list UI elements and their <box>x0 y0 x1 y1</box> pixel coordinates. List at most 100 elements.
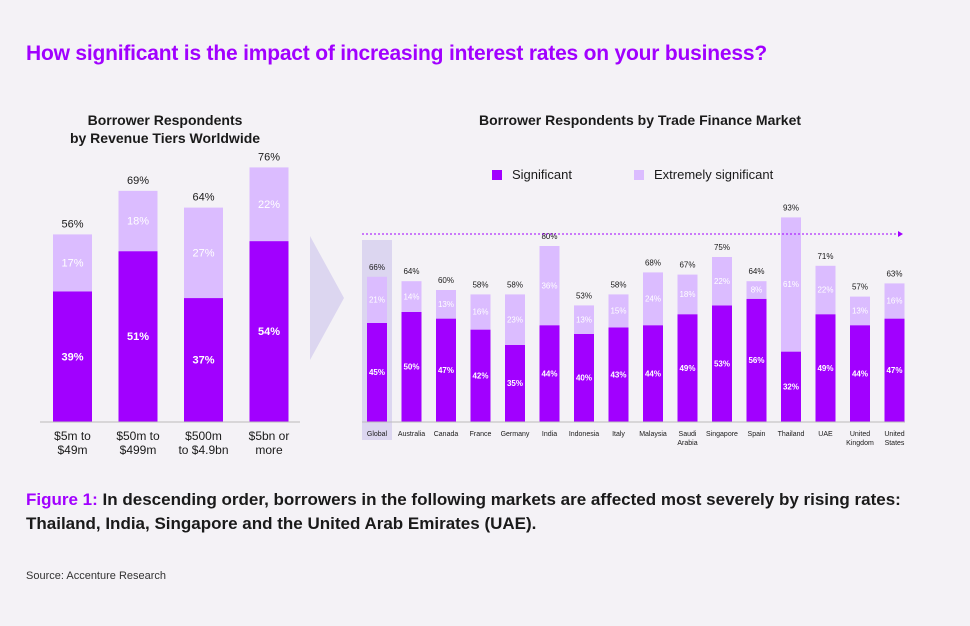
bar-extremely-significant-indonesia <box>574 305 594 334</box>
category-label-5m-to-49m-line2: $49m <box>57 443 87 457</box>
value-label-extremely-significant-united-kingdom: 13% <box>852 307 868 316</box>
bar-extremely-significant-united-states <box>884 283 905 319</box>
category-label-spain: Spain <box>748 431 766 438</box>
left-chart-title: Borrower Respondents by Revenue Tiers Wo… <box>40 111 290 147</box>
bar-significant-france <box>470 329 491 422</box>
value-label-extremely-significant-malaysia: 24% <box>645 294 661 303</box>
headline: How significant is the impact of increas… <box>26 42 767 65</box>
transition-arrow <box>310 236 344 360</box>
bar-significant-india <box>539 325 560 422</box>
value-label-significant-50m-to-499m: 51% <box>127 331 149 343</box>
value-label-extremely-significant-germany: 23% <box>507 315 523 324</box>
bar-significant-500m-to-4-9bn <box>184 298 223 422</box>
category-label-indonesia: Indonesia <box>569 431 599 438</box>
value-label-extremely-significant-5m-to-49m: 17% <box>61 258 83 270</box>
value-label-extremely-significant-uae: 22% <box>817 286 833 295</box>
total-label-indonesia: 53% <box>576 291 592 300</box>
total-label-5bn-or-more: 76% <box>258 151 280 163</box>
category-label-saudi-arabia-line2: Arabia <box>677 440 697 447</box>
total-label-uae: 71% <box>817 252 833 261</box>
bar-extremely-significant-uae <box>815 265 836 315</box>
category-label-united-kingdom-line2: Kingdom <box>846 440 874 447</box>
bar-extremely-significant-italy <box>608 294 629 328</box>
bar-significant-5m-to-49m <box>53 291 92 422</box>
total-label-singapore: 75% <box>714 243 730 252</box>
bar-extremely-significant-spain <box>746 281 767 299</box>
value-label-significant-global: 45% <box>369 368 385 377</box>
left-chart-title-line1: Borrower Respondents <box>87 112 243 128</box>
total-label-united-kingdom: 57% <box>852 283 868 292</box>
bar-extremely-significant-australia <box>401 281 422 312</box>
bar-significant-australia <box>401 312 422 422</box>
bar-extremely-significant-saudi-arabia <box>677 274 698 315</box>
value-label-extremely-significant-canada: 13% <box>438 300 454 309</box>
total-label-france: 58% <box>472 280 488 289</box>
value-label-extremely-significant-singapore: 22% <box>714 277 730 286</box>
value-label-significant-india: 44% <box>541 369 557 378</box>
total-label-united-states: 63% <box>886 269 902 278</box>
total-label-5m-to-49m: 56% <box>61 218 83 230</box>
bar-extremely-significant-france <box>470 294 491 330</box>
category-label-united-states-line2: States <box>885 440 905 447</box>
value-label-significant-thailand: 32% <box>783 382 799 391</box>
legend-extremely-significant-swatch <box>634 169 644 180</box>
bar-significant-indonesia <box>574 334 594 422</box>
bar-significant-singapore <box>712 305 732 422</box>
legend-extremely-significant-label: Extremely significant <box>654 167 774 182</box>
right-chart-title: Borrower Respondents by Trade Finance Ma… <box>478 112 802 128</box>
left-chart-title-line2: by Revenue Tiers Worldwide <box>69 130 261 146</box>
value-label-extremely-significant-france: 16% <box>472 308 488 317</box>
category-label-uae: UAE <box>818 431 833 438</box>
category-label-united-kingdom-line1: United <box>850 431 870 438</box>
figure-caption: Figure 1: In descending order, borrowers… <box>26 488 946 536</box>
category-label-50m-to-499m-line2: $499m <box>120 443 157 457</box>
figure-caption-lead: Figure 1: <box>26 490 98 509</box>
bar-extremely-significant-india <box>539 246 560 326</box>
value-label-significant-500m-to-4-9bn: 37% <box>192 355 214 367</box>
category-label-50m-to-499m-line1: $50m to <box>116 429 160 443</box>
total-label-thailand: 93% <box>783 203 799 212</box>
value-label-significant-united-states: 47% <box>886 366 902 375</box>
bar-extremely-significant-germany <box>505 294 525 345</box>
figure-caption-text: In descending order, borrowers in the fo… <box>26 490 901 533</box>
category-label-global: Global <box>367 431 388 438</box>
category-label-singapore: Singapore <box>706 431 738 438</box>
total-label-malaysia: 68% <box>645 258 661 267</box>
bar-significant-canada <box>436 318 456 422</box>
bar-significant-saudi-arabia <box>677 314 698 422</box>
value-label-significant-saudi-arabia: 49% <box>679 364 695 373</box>
bar-extremely-significant-united-kingdom <box>850 296 870 326</box>
value-label-extremely-significant-global: 21% <box>369 296 385 305</box>
bar-extremely-significant-500m-to-4-9bn <box>184 207 223 299</box>
value-label-extremely-significant-thailand: 61% <box>783 280 799 289</box>
value-label-significant-5m-to-49m: 39% <box>61 351 83 363</box>
bar-extremely-significant-5bn-or-more <box>249 167 289 242</box>
bar-significant-global <box>367 323 387 422</box>
total-label-global: 66% <box>369 263 385 272</box>
value-label-extremely-significant-5bn-or-more: 22% <box>258 199 280 211</box>
bar-extremely-significant-malaysia <box>643 272 663 326</box>
total-label-australia: 64% <box>403 267 419 276</box>
value-label-extremely-significant-indonesia: 13% <box>576 315 592 324</box>
category-label-germany: Germany <box>501 431 530 438</box>
value-label-extremely-significant-india: 36% <box>541 281 557 290</box>
total-label-spain: 64% <box>748 267 764 276</box>
category-label-malaysia: Malaysia <box>639 431 667 438</box>
total-label-500m-to-4-9bn: 64% <box>192 192 214 204</box>
category-label-5bn-or-more-line2: more <box>255 443 283 457</box>
value-label-significant-malaysia: 44% <box>645 369 661 378</box>
source-note: Source: Accenture Research <box>26 570 167 582</box>
total-label-saudi-arabia: 67% <box>679 261 695 270</box>
bar-extremely-significant-thailand <box>781 217 801 352</box>
bar-significant-spain <box>746 298 767 422</box>
category-label-500m-to-4-9bn-line2: to $4.9bn <box>178 443 228 457</box>
total-label-germany: 58% <box>507 280 523 289</box>
bar-significant-uae <box>815 314 836 422</box>
value-label-extremely-significant-saudi-arabia: 18% <box>679 290 695 299</box>
total-label-canada: 60% <box>438 276 454 285</box>
bar-significant-50m-to-499m <box>118 251 158 422</box>
value-label-significant-spain: 56% <box>748 356 764 365</box>
category-label-saudi-arabia-line1: Saudi <box>679 431 697 438</box>
value-label-extremely-significant-italy: 15% <box>610 307 626 316</box>
